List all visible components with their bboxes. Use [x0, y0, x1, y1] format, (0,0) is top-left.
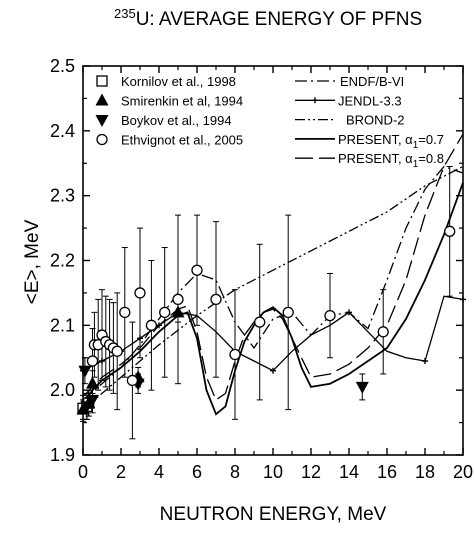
legend-label-tail: =0.8	[418, 151, 444, 166]
ethvignot-point	[111, 345, 123, 357]
ethvignot-point	[254, 316, 266, 328]
ethvignot-point	[444, 225, 456, 237]
x-tick-label: 14	[339, 462, 359, 482]
y-tick-label: 2.0	[50, 380, 75, 400]
x-tick-label: 10	[263, 462, 283, 482]
smirenkin-point	[171, 305, 185, 318]
ethvignot-point	[229, 348, 241, 361]
ethvignot-point	[172, 293, 184, 306]
x-axis-label: NEUTRON ENERGY, MeV	[160, 504, 387, 525]
jendl-marker	[422, 357, 428, 364]
legend-left-marker	[96, 75, 108, 87]
curve-brond-2	[82, 165, 464, 411]
y-tick-label: 2.2	[50, 251, 75, 271]
ethvignot-point	[126, 374, 139, 387]
x-tick-label: 4	[154, 462, 164, 482]
legend-jendl-marker	[312, 97, 318, 104]
curve-present-0-7	[82, 182, 464, 416]
legend-left-marker	[95, 115, 109, 127]
chart-title: 235U: AVERAGE ENERGY OF PFNS	[114, 6, 422, 30]
legend-label-tail: =0.7	[418, 132, 444, 147]
smirenkin-point	[86, 376, 99, 389]
x-tick-label: 18	[415, 462, 435, 482]
legend-right-label: PRESENT, α1=0.7	[338, 132, 444, 151]
legend-right-label: PRESENT, α1=0.8	[338, 151, 444, 170]
legend-label-main: PRESENT, α	[338, 132, 413, 147]
x-tick-label: 6	[192, 462, 202, 482]
y-axis-label: <E>, MeV	[22, 219, 43, 304]
boykov-point	[86, 394, 99, 407]
ethvignot-point	[191, 264, 203, 276]
x-tick-label: 0	[78, 462, 88, 482]
legend-right-label: BROND-2	[346, 113, 405, 128]
legend-left-marker	[96, 133, 108, 146]
x-tick-label: 12	[301, 462, 321, 482]
x-tick-label: 8	[230, 462, 240, 482]
ethvignot-point	[282, 306, 294, 319]
jendl-marker	[270, 367, 276, 374]
title-superscript: 235	[114, 6, 136, 21]
y-tick-label: 2.5	[50, 56, 75, 76]
jendl-marker	[460, 296, 466, 303]
ethvignot-point	[134, 287, 146, 299]
curve-endf-b-vi	[82, 165, 464, 401]
legend-label-subscript: 1	[413, 140, 419, 151]
legend-left-marker	[95, 93, 109, 106]
boykov-point	[78, 365, 92, 378]
y-tick-label: 2.3	[50, 186, 75, 206]
legend-right-label: ENDF/B-VI	[340, 74, 404, 89]
ethvignot-point	[86, 355, 99, 367]
ethvignot-point	[119, 306, 131, 319]
boykov-point	[80, 401, 94, 414]
jendl-marker	[346, 309, 352, 316]
legend-left-label: Ethvignot et al., 2005	[121, 133, 243, 148]
boykov-point	[355, 381, 369, 394]
legend-left-label: Boykov et al., 1994	[121, 113, 232, 128]
ethvignot-point	[324, 309, 336, 322]
x-tick-label: 16	[377, 462, 397, 482]
ethvignot-point	[210, 293, 222, 306]
ethvignot-point	[159, 306, 171, 319]
title-main: U: AVERAGE ENERGY OF PFNS	[136, 9, 422, 30]
legend-left-label: Kornilov et al., 1998	[121, 74, 236, 89]
y-tick-label: 1.9	[50, 445, 75, 465]
y-tick-label: 2.1	[50, 315, 75, 335]
ethvignot-point	[145, 319, 158, 331]
curve-present-0-8	[82, 133, 464, 401]
ethvignot-point	[377, 326, 389, 338]
legend-label-subscript: 1	[413, 159, 419, 170]
legend-left-label: Smirenkin et al, 1994	[121, 94, 243, 109]
legend-right-label: JENDL-3.3	[338, 93, 402, 108]
y-tick-label: 2.4	[50, 121, 75, 141]
x-tick-label: 20	[453, 462, 473, 482]
x-tick-label: 2	[116, 462, 126, 482]
legend-label-main: PRESENT, α	[338, 151, 413, 166]
